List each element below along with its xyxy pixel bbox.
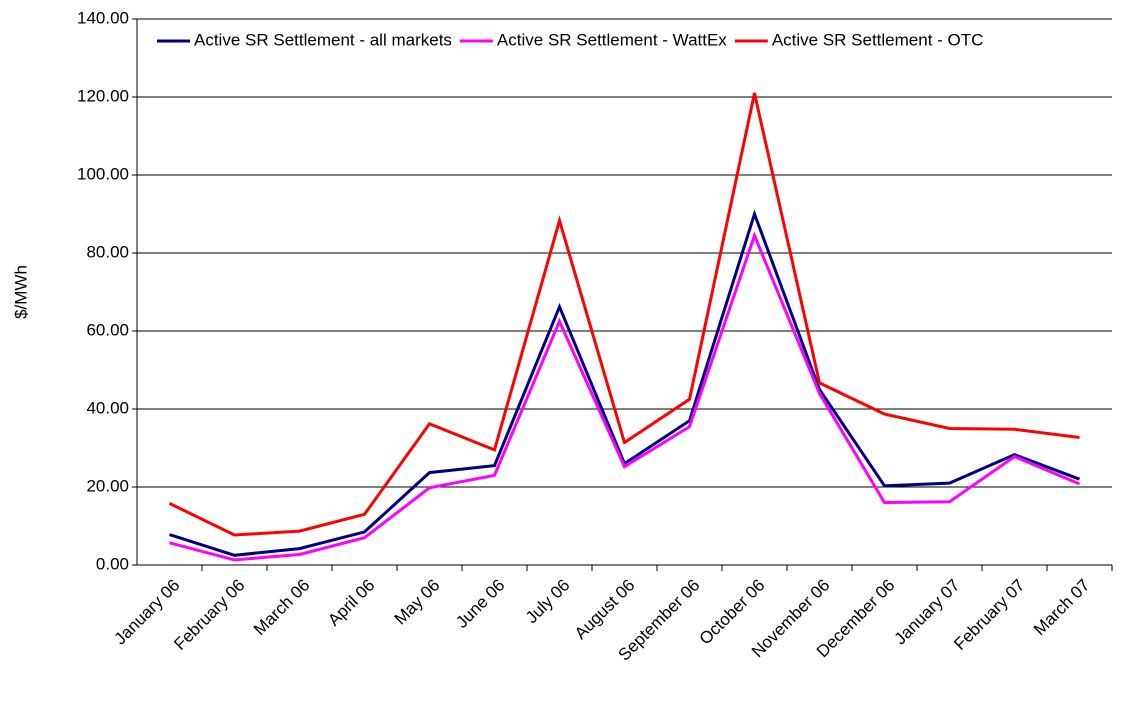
y-tick-label: 60.00 [86, 320, 129, 339]
y-tick-label: 120.00 [77, 86, 129, 105]
x-tick-label: April 06 [324, 576, 378, 630]
y-tick-label: 20.00 [86, 476, 129, 495]
x-tick-label: March 06 [250, 576, 314, 640]
series-line [168, 92, 1080, 537]
y-tick-label: 0.00 [96, 554, 129, 573]
x-tick-label: May 06 [391, 576, 444, 629]
y-tick-label: 100.00 [77, 164, 129, 183]
y-axis-label: $/MWh [11, 265, 30, 319]
y-tick-label: 40.00 [86, 398, 129, 417]
x-tick-label: July 06 [522, 576, 574, 628]
series-line [169, 209, 1081, 557]
legend-label: Active SR Settlement - OTC [772, 30, 984, 49]
x-tick-label: February 06 [170, 576, 248, 654]
series-line [169, 231, 1081, 562]
x-tick-label: February 07 [950, 576, 1028, 654]
legend-label: Active SR Settlement - WattEx [497, 30, 727, 49]
y-tick-label: 140.00 [77, 8, 129, 27]
y-tick-label: 80.00 [86, 242, 129, 261]
x-tick-label: March 07 [1030, 576, 1094, 640]
x-tick-label: June 06 [452, 576, 508, 632]
legend-label: Active SR Settlement - all markets [194, 30, 452, 49]
x-tick-label: August 06 [571, 576, 639, 644]
